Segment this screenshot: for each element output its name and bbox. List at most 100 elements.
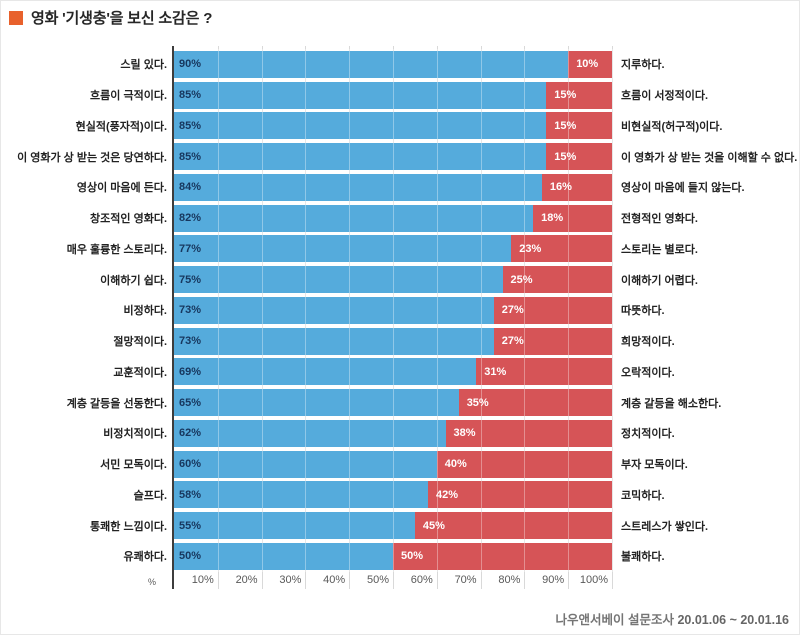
row-left-label: 슬프다. xyxy=(133,489,167,502)
negative-bar: 15% xyxy=(546,81,612,109)
negative-bar: 23% xyxy=(511,235,612,263)
x-axis-tick: 80% xyxy=(498,574,521,586)
chart-header: 영화 '기생충'을 보신 소감은 ? xyxy=(9,7,212,28)
x-axis-tick: 40% xyxy=(323,574,346,586)
negative-value-label: 15% xyxy=(554,150,577,163)
title-bullet-icon xyxy=(9,10,23,25)
bar-pair: 73% 27% xyxy=(174,327,612,355)
negative-bar: 15% xyxy=(546,112,612,140)
negative-value-label: 35% xyxy=(466,396,489,409)
bar-pair: 85% 15% xyxy=(174,81,612,109)
negative-bar: 38% xyxy=(445,419,612,447)
x-axis-tick: 90% xyxy=(542,574,565,586)
positive-bar: 55% xyxy=(174,512,415,540)
row-right-label: 스트레스가 쌓인다. xyxy=(621,520,709,533)
negative-value-label: 15% xyxy=(554,89,577,102)
positive-bar: 85% xyxy=(174,81,547,109)
row-right-label: 정치적이다. xyxy=(621,428,675,441)
row-right-label: 희망적이다. xyxy=(621,336,675,349)
negative-value-label: 50% xyxy=(401,550,424,563)
row-left-label: 창조적인 영화다. xyxy=(90,213,167,226)
positive-bar: 69% xyxy=(174,358,477,386)
negative-bar: 31% xyxy=(476,358,612,386)
positive-value-label: 85% xyxy=(179,89,202,102)
negative-value-label: 16% xyxy=(549,181,572,194)
x-axis-tick: 50% xyxy=(366,574,389,586)
negative-bar: 42% xyxy=(428,481,612,509)
positive-bar: 84% xyxy=(174,173,542,201)
positive-bar: 62% xyxy=(174,419,446,447)
positive-value-label: 84% xyxy=(179,181,202,194)
bar-pair: 85% 15% xyxy=(174,112,612,140)
bar-row: 85% 15% xyxy=(174,80,612,111)
positive-value-label: 90% xyxy=(179,58,202,71)
bar-row: 82% 18% xyxy=(174,203,612,234)
bar-row: 85% 15% xyxy=(174,141,612,172)
y-axis-line xyxy=(172,46,174,589)
positive-bar: 85% xyxy=(174,112,547,140)
bar-row: 84% 16% xyxy=(174,172,612,203)
positive-bar: 90% xyxy=(174,50,569,78)
positive-value-label: 58% xyxy=(179,488,202,501)
row-left-label: 교훈적이다. xyxy=(113,366,167,379)
positive-bar: 73% xyxy=(174,327,494,355)
bar-pair: 60% 40% xyxy=(174,450,612,478)
row-left-label: 비정하다. xyxy=(123,305,167,318)
row-right-label: 스토리는 별로다. xyxy=(621,243,698,256)
negative-bar: 40% xyxy=(436,450,612,478)
positive-value-label: 73% xyxy=(179,335,202,348)
negative-value-label: 18% xyxy=(541,212,564,225)
row-right-label: 흐름이 서정적이다. xyxy=(621,90,709,103)
row-left-label: 계층 갈등을 선동한다. xyxy=(66,397,167,410)
row-right-label: 따뜻하다. xyxy=(621,305,665,318)
negative-bar: 35% xyxy=(458,389,612,417)
x-axis-tick: 20% xyxy=(235,574,258,586)
row-right-label: 이해하기 어렵다. xyxy=(621,274,698,287)
row-right-label: 비현실적(허구적)이다. xyxy=(621,120,723,133)
row-right-label: 지루하다. xyxy=(621,59,665,72)
negative-value-label: 25% xyxy=(510,273,533,286)
negative-value-label: 15% xyxy=(554,119,577,132)
bar-row: 73% 27% xyxy=(174,295,612,326)
positive-value-label: 65% xyxy=(179,396,202,409)
positive-bar: 50% xyxy=(174,542,393,570)
negative-value-label: 27% xyxy=(501,335,524,348)
row-right-label: 오락적이다. xyxy=(621,366,675,379)
bar-pair: 58% 42% xyxy=(174,481,612,509)
x-axis-tick: 100% xyxy=(579,574,608,586)
row-right-label: 전형적인 영화다. xyxy=(621,213,698,226)
positive-value-label: 77% xyxy=(179,242,202,255)
positive-value-label: 85% xyxy=(179,150,202,163)
negative-bar: 25% xyxy=(502,266,612,294)
negative-bar: 18% xyxy=(533,204,612,232)
positive-bar: 85% xyxy=(174,143,547,171)
bar-pair: 85% 15% xyxy=(174,143,612,171)
left-labels-column: 스릴 있다. 흐름이 극적이다. 현실적(풍자적)이다. 이 영화가 상 받는 것은 … xyxy=(1,49,167,572)
bar-pair: 84% 16% xyxy=(174,173,612,201)
row-right-label: 코믹하다. xyxy=(621,489,665,502)
positive-bar: 58% xyxy=(174,481,429,509)
negative-value-label: 38% xyxy=(453,427,476,440)
bar-row: 77% 23% xyxy=(174,234,612,265)
negative-bar: 16% xyxy=(541,173,612,201)
bar-pair: 73% 27% xyxy=(174,296,612,324)
source-note: 나우앤서베이 설문조사 20.01.06 ~ 20.01.16 xyxy=(555,609,789,628)
negative-value-label: 45% xyxy=(422,519,445,532)
bar-row: 90% 10% xyxy=(174,49,612,80)
bar-pair: 77% 23% xyxy=(174,235,612,263)
negative-value-label: 10% xyxy=(576,58,599,71)
plot-area: 90% 10% 85% 15% 85% 15% 85% 15% 84% 16% 82% 18% 77% 2… xyxy=(174,49,612,572)
row-left-label: 절망적이다. xyxy=(113,336,167,349)
row-left-label: 스릴 있다. xyxy=(120,59,167,72)
row-left-label: 흐름이 극적이다. xyxy=(90,90,167,103)
positive-value-label: 50% xyxy=(179,550,202,563)
row-left-label: 현실적(풍자적)이다. xyxy=(75,120,167,133)
x-axis-tick: 60% xyxy=(410,574,433,586)
bar-row: 60% 40% xyxy=(174,449,612,480)
bar-pair: 69% 31% xyxy=(174,358,612,386)
bar-pair: 90% 10% xyxy=(174,50,612,78)
bar-row: 62% 38% xyxy=(174,418,612,449)
positive-value-label: 62% xyxy=(179,427,202,440)
gridline xyxy=(612,46,613,589)
x-axis-tick: 70% xyxy=(454,574,477,586)
